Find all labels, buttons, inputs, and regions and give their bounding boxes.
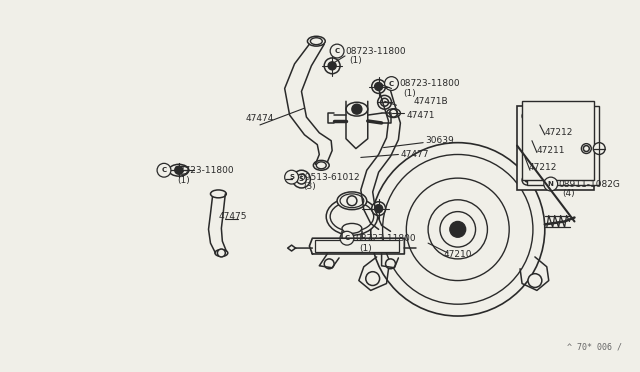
Text: (1): (1) [349, 57, 362, 65]
Text: 08723-11800: 08723-11800 [345, 46, 406, 55]
Ellipse shape [314, 160, 329, 170]
Text: 08723-11800: 08723-11800 [173, 166, 234, 175]
Text: 47212: 47212 [545, 128, 573, 137]
Ellipse shape [310, 38, 323, 45]
Bar [525, 114, 586, 182]
Circle shape [581, 144, 591, 154]
Text: C: C [161, 167, 166, 173]
Bar [522, 101, 595, 180]
Circle shape [579, 175, 589, 185]
Circle shape [285, 170, 298, 184]
Text: S: S [299, 176, 304, 182]
Circle shape [292, 170, 310, 188]
Circle shape [383, 154, 533, 304]
Circle shape [352, 104, 362, 114]
Bar [316, 240, 399, 252]
Ellipse shape [340, 194, 364, 208]
Text: 47471: 47471 [406, 110, 435, 119]
Text: 47471B: 47471B [413, 97, 448, 106]
Circle shape [157, 163, 171, 177]
Ellipse shape [326, 198, 378, 235]
Circle shape [296, 174, 307, 184]
Text: 09513-61012: 09513-61012 [300, 173, 360, 182]
Circle shape [385, 77, 399, 90]
Circle shape [324, 259, 334, 269]
Ellipse shape [342, 224, 362, 233]
Circle shape [374, 205, 383, 212]
Circle shape [428, 200, 488, 259]
Ellipse shape [211, 190, 227, 198]
Ellipse shape [316, 162, 326, 169]
Ellipse shape [337, 192, 367, 210]
Text: 47212: 47212 [529, 163, 557, 172]
Circle shape [330, 44, 344, 58]
Text: N: N [548, 181, 554, 187]
Text: 30639: 30639 [425, 136, 454, 145]
Circle shape [328, 62, 336, 70]
Text: 47210: 47210 [444, 250, 472, 259]
Bar [517, 106, 595, 190]
Text: S: S [289, 174, 294, 180]
Circle shape [385, 259, 396, 269]
Ellipse shape [330, 202, 374, 231]
Ellipse shape [307, 36, 325, 46]
Text: (4): (4) [563, 189, 575, 198]
Circle shape [406, 178, 509, 280]
Text: C: C [389, 81, 394, 87]
Circle shape [579, 111, 589, 121]
Text: 47474: 47474 [245, 113, 273, 122]
Ellipse shape [169, 164, 189, 176]
Circle shape [593, 142, 605, 154]
Text: (1): (1) [177, 176, 189, 185]
Circle shape [440, 212, 476, 247]
Circle shape [374, 83, 383, 90]
Text: 47211: 47211 [537, 146, 565, 155]
Ellipse shape [215, 250, 228, 256]
Circle shape [390, 109, 397, 117]
Text: 08723-11800: 08723-11800 [355, 234, 415, 243]
Text: 47477: 47477 [401, 150, 429, 159]
Circle shape [378, 95, 392, 109]
Circle shape [584, 145, 589, 151]
Circle shape [525, 178, 529, 182]
Text: C: C [344, 235, 349, 241]
Circle shape [371, 142, 545, 316]
Text: ^ 70* 006 /: ^ 70* 006 / [566, 343, 621, 352]
Circle shape [522, 175, 532, 185]
Text: C: C [335, 48, 340, 54]
Circle shape [372, 202, 385, 215]
Circle shape [450, 221, 466, 237]
Circle shape [528, 274, 542, 288]
Text: 08723-11800: 08723-11800 [399, 79, 460, 88]
Text: (1): (1) [403, 89, 416, 98]
Text: (3): (3) [303, 183, 316, 192]
Text: 08911-1082G: 08911-1082G [559, 180, 621, 189]
Circle shape [347, 196, 357, 206]
Circle shape [218, 249, 225, 257]
Circle shape [582, 114, 586, 118]
Circle shape [324, 58, 340, 74]
Ellipse shape [177, 166, 189, 174]
Circle shape [582, 178, 586, 182]
Text: (1): (1) [359, 244, 372, 253]
Circle shape [522, 111, 532, 121]
Text: 47475: 47475 [218, 212, 247, 221]
Circle shape [372, 80, 385, 93]
Circle shape [340, 231, 354, 245]
Circle shape [366, 272, 380, 285]
Circle shape [525, 114, 529, 118]
Circle shape [381, 98, 388, 106]
Bar [527, 106, 599, 185]
Circle shape [544, 177, 557, 191]
Ellipse shape [387, 109, 401, 118]
Circle shape [175, 166, 183, 174]
Ellipse shape [346, 102, 368, 116]
